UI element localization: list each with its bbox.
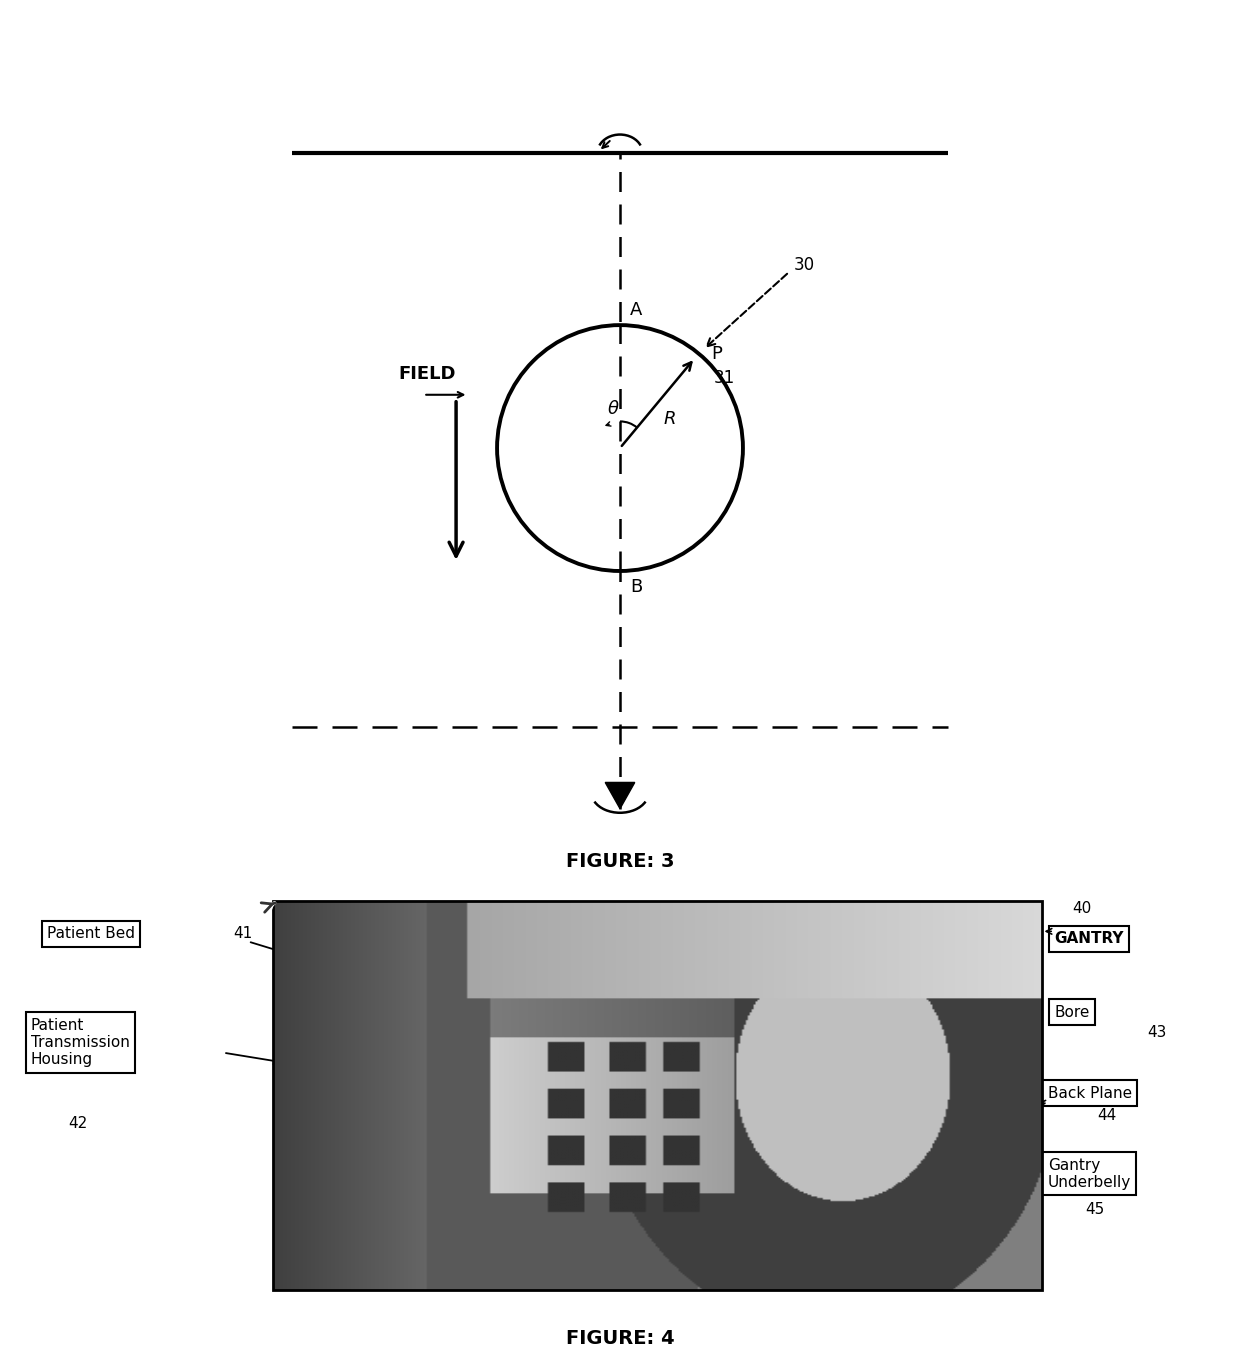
Text: 42: 42 <box>68 1116 88 1131</box>
Text: Patient
Transmission
Housing: Patient Transmission Housing <box>31 1018 130 1067</box>
Text: FIELD: FIELD <box>399 365 456 384</box>
Text: 41: 41 <box>233 926 253 941</box>
Text: 40: 40 <box>1073 902 1092 917</box>
Text: 44: 44 <box>1097 1108 1117 1123</box>
Text: 43: 43 <box>1147 1024 1167 1040</box>
Text: FIGURE: 3: FIGURE: 3 <box>565 852 675 872</box>
Text: 30: 30 <box>794 257 815 275</box>
Text: B: B <box>630 578 642 596</box>
Text: Back Plane: Back Plane <box>1048 1086 1132 1101</box>
Text: P: P <box>712 344 722 363</box>
Text: 45: 45 <box>1085 1202 1105 1217</box>
Text: 31: 31 <box>714 369 735 388</box>
Text: R: R <box>663 410 676 428</box>
Text: θ: θ <box>608 400 619 418</box>
Text: Gantry
Underbelly: Gantry Underbelly <box>1048 1158 1131 1190</box>
Circle shape <box>497 325 743 571</box>
Polygon shape <box>605 783 635 809</box>
Text: FIGURE: 4: FIGURE: 4 <box>565 1329 675 1348</box>
Text: Bore: Bore <box>1054 1005 1090 1019</box>
Text: A: A <box>630 301 642 318</box>
Text: Patient Bed: Patient Bed <box>47 926 135 941</box>
Text: GANTRY: GANTRY <box>1054 932 1123 947</box>
